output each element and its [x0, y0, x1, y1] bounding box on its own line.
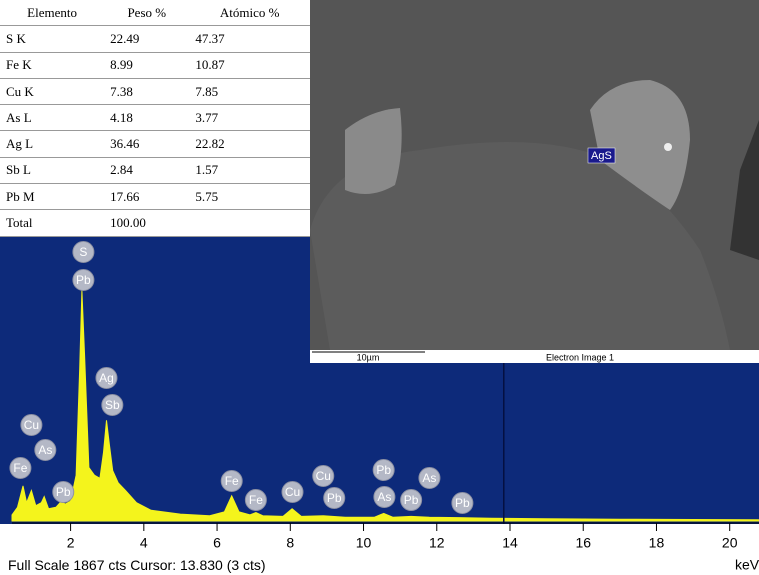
table-cell: 10.87: [189, 52, 310, 78]
peak-label: Fe: [225, 474, 239, 488]
peak-label: Pb: [327, 491, 342, 505]
peak-label: Cu: [285, 485, 300, 499]
x-tick-label: 20: [722, 535, 738, 551]
table-cell: 47.37: [189, 26, 310, 52]
table-cell: 100.00: [104, 210, 189, 236]
table-cell: 2.84: [104, 157, 189, 183]
x-tick-label: 2: [67, 535, 75, 551]
table-cell: Cu K: [0, 78, 104, 104]
x-tick-label: 8: [286, 535, 294, 551]
x-tick-label: 4: [140, 535, 148, 551]
table-cell: 22.82: [189, 131, 310, 157]
x-tick-label: 14: [502, 535, 518, 551]
table-cell: Fe K: [0, 52, 104, 78]
peak-label: Sb: [105, 398, 120, 412]
footer: Full Scale 1867 cts Cursor: 13.830 (3 ct…: [8, 557, 266, 573]
peak-label: Cu: [316, 469, 331, 483]
x-tick-label: 18: [649, 535, 665, 551]
x-unit: keV: [735, 557, 759, 573]
peak-label: Ag: [99, 371, 114, 385]
peak-label: Pb: [76, 273, 91, 287]
peak-label: As: [377, 490, 391, 504]
table-cell: Total: [0, 210, 104, 236]
table-cell: 8.99: [104, 52, 189, 78]
table-cell: Pb M: [0, 184, 104, 210]
table-cell: 3.77: [189, 105, 310, 131]
peak-label: S: [79, 245, 87, 259]
table-cell: S K: [0, 26, 104, 52]
x-tick-label: 6: [213, 535, 221, 551]
table-cell: 17.66: [104, 184, 189, 210]
header-cell: Atómico %: [189, 0, 310, 26]
table-cell: 1.57: [189, 157, 310, 183]
screen: SPbAgSbCuAsFePbFeFeCuCuPbPbAsPbAsPb Full…: [0, 0, 759, 575]
peak-label: As: [422, 471, 436, 485]
peak-label: Fe: [249, 493, 263, 507]
peak-label: Pb: [376, 463, 391, 477]
x-tick-label: 16: [575, 535, 591, 551]
peak-label: Fe: [13, 461, 27, 475]
image-caption: Electron Image 1: [546, 352, 614, 362]
table-cell: As L: [0, 105, 104, 131]
header-cell: Peso %: [104, 0, 189, 26]
peak-label: As: [38, 443, 52, 457]
peak-label: Pb: [56, 485, 71, 499]
table-cell: 4.18: [104, 105, 189, 131]
table-cell: 36.46: [104, 131, 189, 157]
peak-label: Pb: [404, 493, 419, 507]
scale-bar-label: 10µm: [357, 352, 380, 362]
header-cell: Elemento: [0, 0, 104, 26]
x-tick-label: 10: [356, 535, 372, 551]
table-cell: 7.85: [189, 78, 310, 104]
table-cell: 5.75: [189, 184, 310, 210]
peak-label: Cu: [24, 418, 39, 432]
table-cell: 22.49: [104, 26, 189, 52]
table-cell: Ag L: [0, 131, 104, 157]
x-tick-label: 12: [429, 535, 445, 551]
marker-label: AgS: [591, 150, 612, 162]
bright-spot: [664, 143, 672, 151]
table-cell: [189, 210, 310, 236]
table-cell: 7.38: [104, 78, 189, 104]
peak-label: Pb: [455, 496, 470, 510]
table-cell: Sb L: [0, 157, 104, 183]
electron-image: AgS 10µm Electron Image 1: [310, 0, 759, 363]
